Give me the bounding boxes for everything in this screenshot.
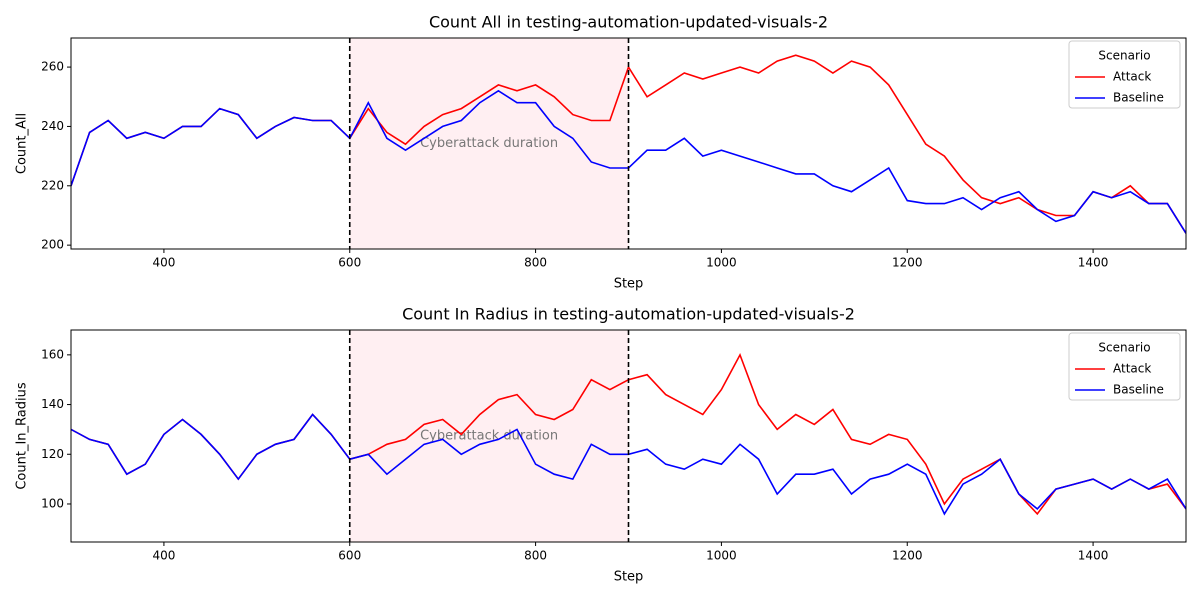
y-axis-label: Count_All xyxy=(15,113,30,174)
x-axis-label: Step xyxy=(614,570,644,585)
x-tick-label: 1000 xyxy=(706,256,737,270)
y-tick-label: 120 xyxy=(41,447,64,461)
y-tick-label: 100 xyxy=(41,496,64,510)
x-tick-label: 400 xyxy=(152,256,175,270)
chart-title: Count All in testing-automation-updated-… xyxy=(429,13,828,32)
legend-title: Scenario xyxy=(1098,341,1150,355)
y-axis-label: Count_In_Radius xyxy=(15,382,30,489)
chart-title: Count In Radius in testing-automation-up… xyxy=(402,305,855,324)
y-tick-label: 240 xyxy=(41,119,64,133)
legend-title: Scenario xyxy=(1098,49,1150,63)
x-tick-label: 600 xyxy=(338,549,361,563)
legend-box xyxy=(1068,332,1181,401)
axes-frame xyxy=(70,37,1187,250)
legend-box xyxy=(1068,40,1181,109)
x-tick-label: 400 xyxy=(152,549,175,563)
x-tick-label: 1400 xyxy=(1078,256,1109,270)
legend-label: Baseline xyxy=(1113,383,1164,397)
y-tick-label: 140 xyxy=(41,397,64,411)
x-tick-label: 1400 xyxy=(1078,549,1109,563)
x-tick-label: 800 xyxy=(524,549,547,563)
y-tick-label: 260 xyxy=(41,60,64,74)
legend-label: Attack xyxy=(1113,70,1151,84)
x-axis-label: Step xyxy=(614,277,644,292)
y-tick-label: 200 xyxy=(41,238,64,252)
x-tick-label: 800 xyxy=(524,256,547,270)
x-tick-label: 1200 xyxy=(892,549,923,563)
axes-frame xyxy=(70,329,1187,543)
y-tick-label: 160 xyxy=(41,347,64,361)
x-tick-label: 1000 xyxy=(706,549,737,563)
x-tick-label: 600 xyxy=(338,256,361,270)
annotation: Cyberattack duration xyxy=(420,429,558,444)
annotation: Cyberattack duration xyxy=(420,136,558,151)
shaded-span xyxy=(349,330,629,542)
y-tick-label: 220 xyxy=(41,178,64,192)
legend-label: Attack xyxy=(1113,362,1151,376)
legend-label: Baseline xyxy=(1113,91,1164,105)
x-tick-label: 1200 xyxy=(892,256,923,270)
